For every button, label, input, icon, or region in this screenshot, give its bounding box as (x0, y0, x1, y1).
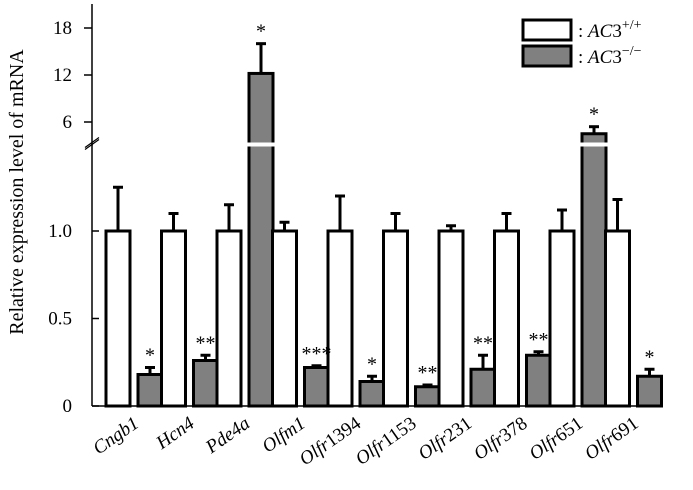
significance-label: * (145, 345, 155, 367)
legend-label: : AC3−/− (578, 44, 642, 68)
bar-knockout (414, 385, 441, 408)
bar-wildtype (160, 229, 187, 408)
bar-knockout (525, 353, 552, 408)
significance-label: * (256, 21, 266, 43)
x-tick-label-gene: Hcn4 (152, 413, 199, 455)
bar-knockout (358, 380, 386, 408)
bar-wildtype (493, 229, 520, 408)
bar-knockout (580, 132, 608, 408)
y-axis-title-group: Relative expression level of mRNA (6, 49, 28, 335)
legend-colon: : (578, 21, 588, 42)
bar-knockout (636, 374, 663, 408)
bar-wildtype (437, 229, 465, 408)
bar-wildtype (271, 229, 298, 408)
bars (104, 42, 663, 408)
legend-label: : AC3+/+ (578, 18, 642, 42)
bar-wildtype (215, 229, 243, 408)
x-tick-label: Olfr231 (415, 413, 476, 465)
x-tick-label: Olfr651 (526, 413, 587, 465)
bar-knockout (469, 367, 497, 408)
bar-wildtype (604, 229, 631, 408)
x-tick-label: Olfr378 (470, 413, 531, 465)
axis-break-mark (84, 137, 100, 148)
bar-knockout (303, 366, 330, 408)
y-tick-label: 0.5 (48, 309, 72, 330)
y-tick-label: 1.0 (48, 221, 72, 242)
bar-wildtype (382, 229, 409, 408)
legend-colon: : (578, 47, 588, 68)
y-tick-label: 12 (53, 65, 72, 86)
significance-label: * (589, 104, 599, 126)
significance-label: ** (418, 362, 438, 384)
legend-genotype: +/+ (622, 18, 642, 33)
y-tick-label: 0 (63, 396, 73, 417)
bar-knockout (192, 359, 219, 408)
x-tick-label: Pde4a (201, 413, 254, 459)
significance-label: ** (473, 332, 493, 354)
legend-gene-number: 3 (612, 47, 622, 68)
bar-break-gap (246, 142, 276, 147)
significance-label: ** (529, 329, 549, 351)
legend: : AC3+/+: AC3−/− (521, 18, 642, 68)
axis-break-mark (84, 139, 100, 150)
bar-wildtype (326, 229, 354, 408)
x-tick-label-gene: Cngb1 (89, 413, 143, 459)
bar-knockout (247, 71, 275, 408)
bar-break-gap (579, 142, 609, 147)
bar-knockout (136, 373, 164, 408)
y-tick-label: 6 (63, 112, 73, 133)
x-tick-label: Hcn4 (152, 413, 199, 455)
legend-swatch (521, 18, 573, 42)
x-tick-label: Olfr691 (581, 413, 642, 465)
x-tick-label-gene: Pde4a (201, 413, 254, 459)
y-axis-title: Relative expression level of mRNA (6, 49, 28, 335)
x-tick-label: Olfr1394 (296, 413, 366, 470)
x-tick-label: Olfr1153 (352, 413, 421, 470)
legend-swatch (521, 44, 573, 68)
legend-gene: AC (586, 21, 613, 42)
significance-label: * (367, 353, 377, 375)
y-tick-label: 18 (53, 18, 72, 39)
x-axis-labels: Cngb1 Hcn4 Pde4a Olfm1Olfr1394Olfr1153Olfr2… (89, 413, 642, 470)
significance-label: ** (196, 332, 216, 354)
legend-genotype: −/− (622, 44, 642, 59)
legend-gene: AC (586, 47, 613, 68)
legend-gene-number: 3 (612, 21, 622, 42)
bar-wildtype (104, 229, 132, 408)
significance-label: *** (302, 343, 332, 365)
bar-wildtype (548, 229, 576, 408)
significance-markers: ******* * **** **** (145, 21, 655, 384)
significance-label: * (645, 346, 655, 368)
x-tick-label: Cngb1 (89, 413, 143, 459)
